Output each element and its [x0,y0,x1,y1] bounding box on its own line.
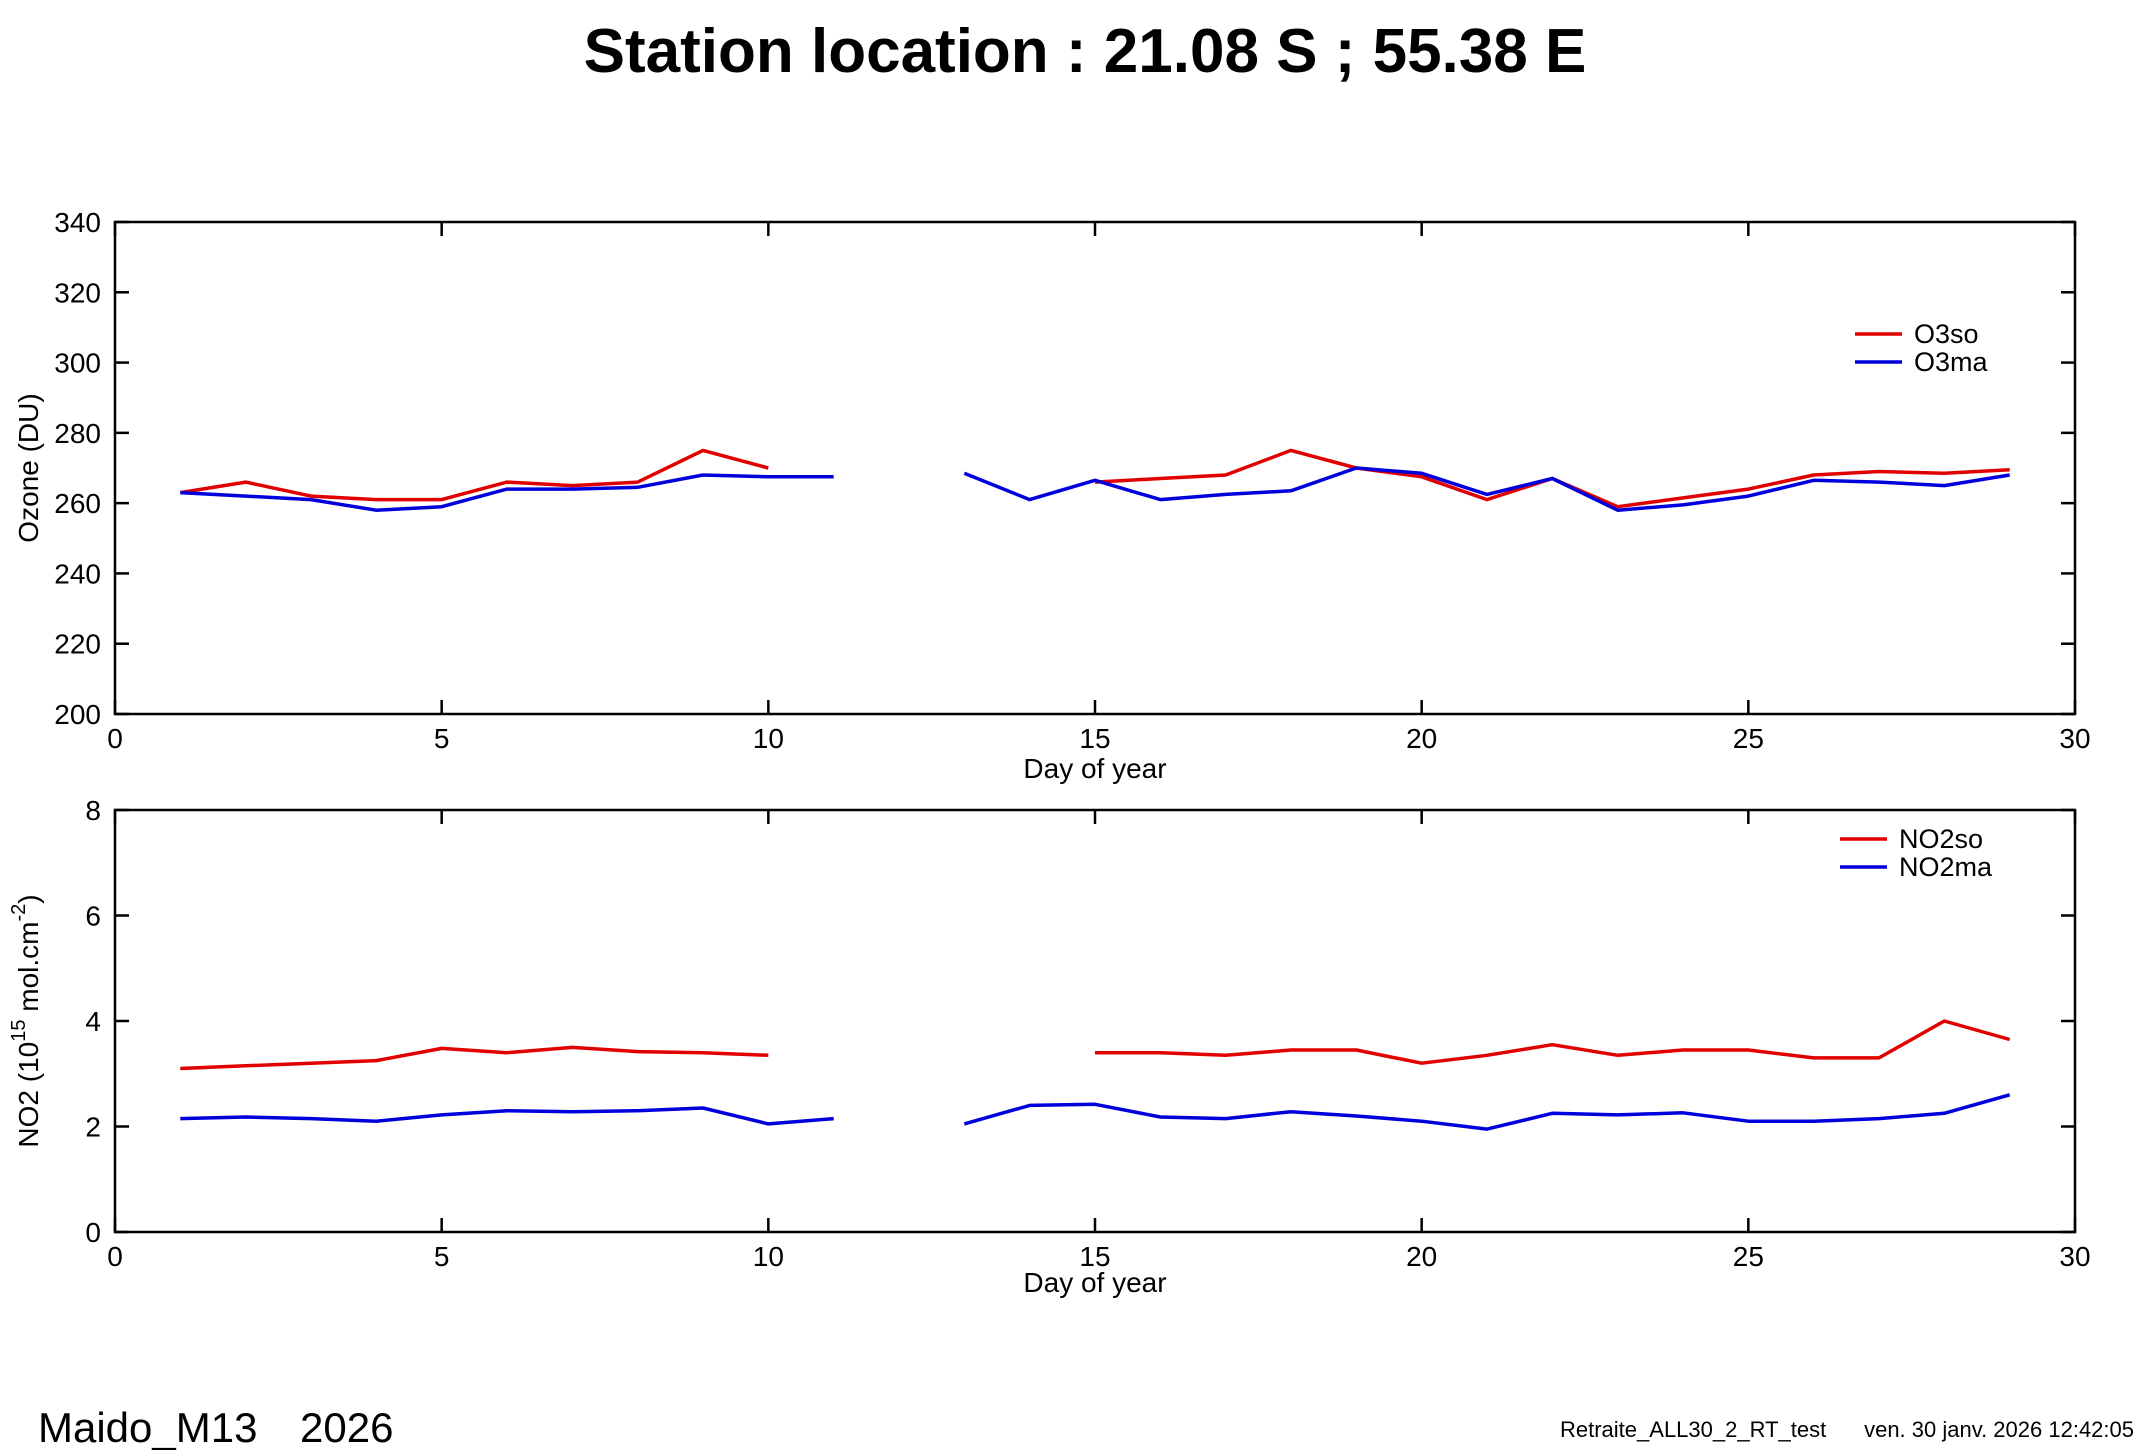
series-o3ma [180,473,834,512]
x-tick-label: 10 [753,1241,784,1272]
footer-process-label: Retraite_ALL30_2_RT_test [1560,1417,1826,1442]
x-tick-label: 0 [107,723,123,754]
series-no2so [180,1045,769,1071]
x-tick-label: 30 [2059,723,2090,754]
x-tick-label: 15 [1079,723,1110,754]
x-tick-label: 30 [2059,1241,2090,1272]
x-tick-label: 20 [1406,1241,1437,1272]
y-tick-label: 280 [54,418,101,449]
no2-xaxis-label: Day of year [1023,1267,1166,1298]
y-tick-label: 260 [54,488,101,519]
series-no2so [1095,1019,2011,1065]
no2-legend: NO2so NO2ma [1840,824,1993,882]
figure-title: Station location : 21.08 S ; 55.38 E [584,17,1587,86]
series-no2ma [963,1093,2011,1131]
y-tick-label: 220 [54,629,101,660]
ozone-legend: O3so O3ma [1855,319,1989,377]
no2-yaxis-label: NO2 (1015 mol.cm-2) [8,894,44,1147]
footer-year-label: 2026 [300,1404,393,1450]
series-o3ma [963,466,2010,512]
legend-label-o3so: O3so [1914,319,1979,349]
x-tick-label: 20 [1406,723,1437,754]
x-tick-label: 5 [434,723,450,754]
y-tick-label: 0 [85,1217,101,1248]
x-tick-label: 10 [753,723,784,754]
footer-datetime-label: ven. 30 janv. 2026 12:42:05 [1864,1417,2134,1442]
footer: Maido_M13 2026 Retraite_ALL30_2_RT_test … [38,1404,2134,1450]
plot-frame [113,808,2077,1234]
ozone-yaxis-label: Ozone (DU) [13,393,44,542]
y-tick-label: 4 [85,1006,101,1037]
legend-label-o3ma: O3ma [1914,347,1989,377]
y-tick-label: 2 [85,1112,101,1143]
ozone-chart: 0 5 10 15 20 25 30 200 220 240 260 280 300 320 340 [54,207,2090,754]
x-tick-label: 0 [107,1241,123,1272]
y-tick-label: 200 [54,699,101,730]
y-tick-label: 300 [54,348,101,379]
legend-label-no2so: NO2so [1899,824,1983,854]
plot-frame [113,220,2077,716]
series-no2ma [180,1106,834,1126]
y-tick-label: 320 [54,277,101,308]
footer-station-label: Maido_M13 [38,1404,257,1450]
y-tick-label: 8 [85,795,101,826]
x-tick-label: 25 [1733,723,1764,754]
y-tick-label: 240 [54,558,101,589]
y-tick-label: 6 [85,901,101,932]
y-tick-label: 340 [54,207,101,238]
ozone-xaxis-label: Day of year [1023,753,1166,784]
no2-chart: 0 5 10 15 20 25 30 0 2 4 6 8 [85,795,2090,1272]
legend-label-no2ma: NO2ma [1899,852,1993,882]
x-tick-label: 25 [1733,1241,1764,1272]
series-o3so [180,448,769,502]
x-tick-label: 5 [434,1241,450,1272]
x-tick-label: 15 [1079,1241,1110,1272]
